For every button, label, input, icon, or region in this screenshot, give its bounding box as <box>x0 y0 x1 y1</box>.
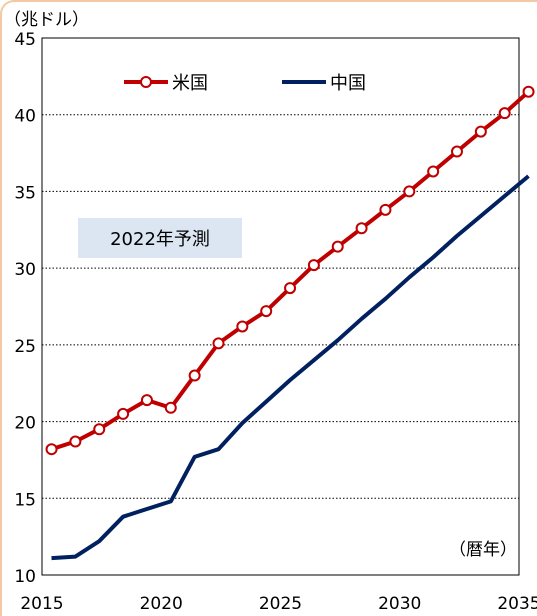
y-tick-label: 25 <box>14 337 36 357</box>
legend: 米国 中国 <box>124 73 366 94</box>
y-tick-label: 20 <box>14 414 36 434</box>
data-point-0 <box>474 125 487 138</box>
series-layer <box>45 85 535 561</box>
x-tick-label: 2020 <box>140 594 183 614</box>
annotation-background <box>78 218 242 258</box>
x-tick-label: 2030 <box>378 594 421 614</box>
y-tick-label: 10 <box>14 567 36 587</box>
series-line-1 <box>51 174 530 561</box>
gridlines <box>42 114 519 499</box>
data-point-0 <box>260 305 273 318</box>
data-point-0 <box>307 259 320 272</box>
legend-item-us: 米国 <box>124 73 208 94</box>
x-unit-label: （暦年） <box>449 540 517 560</box>
data-point-0 <box>164 401 177 414</box>
annotation-text: 2022年予測 <box>110 229 210 250</box>
legend-us-label: 米国 <box>172 73 208 94</box>
x-tick-label: 2035 <box>497 594 537 614</box>
data-point-0 <box>522 85 535 98</box>
data-point-0 <box>284 282 297 295</box>
data-point-0 <box>69 435 82 448</box>
data-point-0 <box>236 320 249 333</box>
data-point-0 <box>355 222 368 235</box>
data-point-0 <box>93 423 106 436</box>
data-point-0 <box>45 443 58 456</box>
legend-china-label: 中国 <box>330 73 366 94</box>
axes <box>41 37 520 576</box>
data-point-0 <box>450 145 463 158</box>
y-tick-label: 40 <box>14 107 36 127</box>
y-tick-label: 15 <box>14 490 36 510</box>
data-point-0 <box>140 394 153 407</box>
data-point-0 <box>403 185 416 198</box>
y-unit-label: （兆ドル） <box>4 10 89 30</box>
x-tick-label: 2025 <box>259 594 302 614</box>
data-point-0 <box>498 107 511 120</box>
data-point-0 <box>427 165 440 178</box>
series-line-0 <box>50 90 530 452</box>
data-point-0 <box>331 240 344 253</box>
legend-us-marker <box>140 76 152 88</box>
annotation-box: 2022年予測 <box>78 218 242 258</box>
plot-border <box>41 37 520 576</box>
data-point-0 <box>379 203 392 216</box>
y-tick-label: 45 <box>14 30 36 50</box>
x-tick-label: 2015 <box>20 594 63 614</box>
data-point-0 <box>117 407 130 420</box>
data-point-0 <box>188 369 201 382</box>
data-point-0 <box>212 337 225 350</box>
legend-item-china: 中国 <box>282 73 366 94</box>
y-tick-label: 30 <box>14 260 36 280</box>
y-tick-label: 35 <box>14 183 36 203</box>
